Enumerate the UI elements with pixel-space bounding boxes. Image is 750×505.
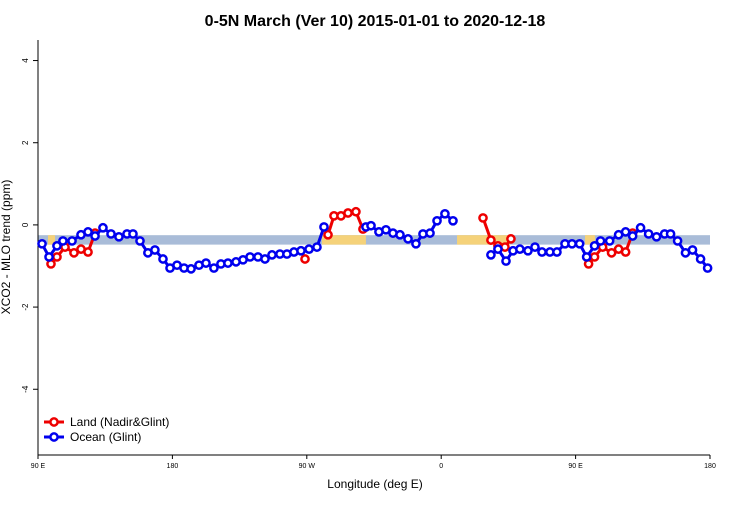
data-point bbox=[69, 247, 79, 258]
data-point bbox=[425, 228, 435, 238]
data-point bbox=[366, 220, 376, 231]
data-point bbox=[589, 252, 600, 262]
data-point bbox=[506, 234, 516, 244]
highlight-band bbox=[48, 235, 56, 245]
legend-marker bbox=[49, 417, 59, 427]
data-point bbox=[635, 222, 646, 233]
data-point bbox=[567, 238, 577, 249]
data-point bbox=[552, 247, 562, 257]
data-point bbox=[595, 236, 606, 246]
data-point bbox=[687, 245, 698, 255]
y-tick-label: 0 bbox=[21, 222, 30, 227]
data-point bbox=[223, 258, 233, 268]
legend-label: Land (Nadir&Glint) bbox=[70, 415, 169, 429]
data-point bbox=[581, 252, 592, 262]
data-point bbox=[83, 247, 93, 257]
data-point bbox=[186, 264, 196, 274]
data-point bbox=[651, 231, 662, 242]
y-tick-label: -4 bbox=[21, 385, 30, 393]
data-point bbox=[702, 263, 713, 273]
x-axis-label: Longitude (deg E) bbox=[327, 477, 422, 491]
data-point bbox=[260, 254, 270, 264]
data-point bbox=[158, 254, 168, 264]
chart-title: 0-5N March (Ver 10) 2015-01-01 to 2020-1… bbox=[205, 13, 546, 30]
x-tick-label: 90 E bbox=[31, 463, 46, 470]
data-point bbox=[432, 215, 442, 226]
data-point bbox=[304, 244, 314, 254]
data-point bbox=[37, 238, 47, 249]
data-point bbox=[478, 213, 488, 223]
data-point bbox=[128, 229, 138, 239]
data-point bbox=[296, 245, 306, 256]
data-point bbox=[515, 244, 525, 254]
x-tick-label: 90 E bbox=[568, 463, 583, 470]
y-tick-label: 2 bbox=[21, 140, 30, 145]
data-point bbox=[245, 252, 255, 262]
data-point bbox=[52, 252, 62, 262]
data-point bbox=[58, 236, 68, 246]
x-tick-label: 90 W bbox=[299, 463, 316, 470]
data-point bbox=[312, 242, 322, 252]
data-point bbox=[98, 222, 108, 233]
data-point bbox=[486, 235, 496, 245]
data-point bbox=[537, 247, 547, 257]
x-tick-label: 0 bbox=[439, 463, 443, 470]
data-point bbox=[589, 241, 600, 251]
data-point bbox=[440, 208, 450, 219]
data-point bbox=[395, 229, 405, 240]
data-point bbox=[604, 236, 615, 246]
data-point bbox=[52, 241, 62, 251]
data-point bbox=[643, 229, 654, 239]
data-point bbox=[574, 238, 585, 249]
data-point bbox=[620, 227, 631, 237]
data-point bbox=[351, 206, 361, 217]
data-point bbox=[67, 236, 77, 246]
data-point bbox=[267, 250, 277, 260]
data-point bbox=[523, 245, 533, 256]
data-point bbox=[486, 250, 496, 260]
data-point bbox=[695, 254, 706, 264]
x-tick-label: 180 bbox=[167, 463, 179, 470]
y-axis-label: XCO2 - MLO trend (ppm) bbox=[0, 180, 13, 315]
data-point bbox=[323, 229, 333, 240]
data-point bbox=[665, 229, 676, 239]
highlight-band bbox=[322, 235, 366, 245]
legend-label: Ocean (Glint) bbox=[70, 430, 141, 444]
data-point bbox=[620, 247, 631, 257]
data-point bbox=[403, 234, 413, 244]
data-point bbox=[672, 236, 683, 246]
data-point bbox=[501, 256, 511, 266]
data-point bbox=[343, 208, 353, 218]
data-point bbox=[201, 258, 211, 268]
data-point bbox=[448, 215, 458, 226]
highlight-band bbox=[585, 235, 596, 245]
data-point bbox=[411, 238, 421, 249]
reference-band bbox=[38, 235, 710, 245]
data-point bbox=[44, 252, 54, 262]
data-point bbox=[209, 263, 219, 273]
data-point bbox=[606, 247, 617, 258]
data-point bbox=[83, 227, 93, 237]
data-point bbox=[150, 245, 160, 255]
data-point bbox=[114, 231, 124, 242]
data-point bbox=[300, 254, 310, 264]
data-point bbox=[530, 242, 540, 252]
data-point bbox=[90, 231, 100, 241]
highlight-band bbox=[457, 235, 511, 245]
y-tick-label: -2 bbox=[21, 303, 30, 311]
data-point bbox=[493, 244, 503, 254]
data-point bbox=[135, 236, 145, 246]
legend-marker bbox=[49, 432, 59, 442]
data-point bbox=[319, 222, 329, 232]
data-point bbox=[627, 231, 638, 241]
data-point bbox=[106, 229, 116, 239]
x-tick-label: 180 bbox=[704, 463, 716, 470]
y-tick-label: 4 bbox=[21, 58, 30, 63]
